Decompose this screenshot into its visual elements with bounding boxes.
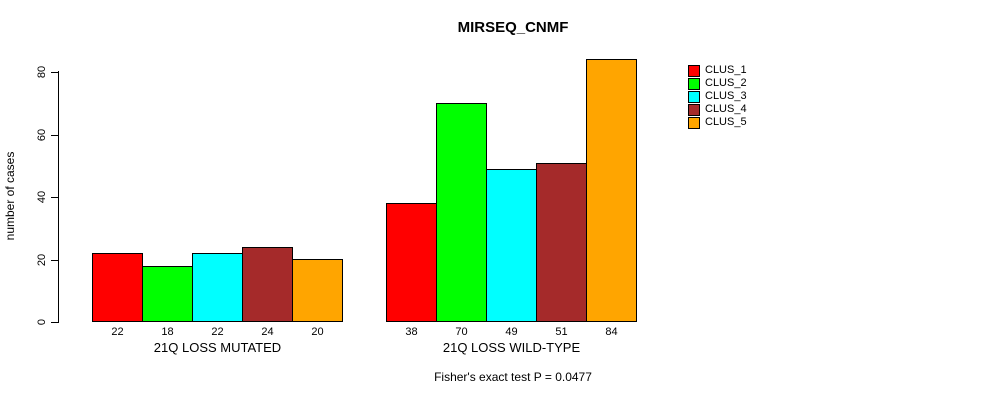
legend-swatch <box>688 77 700 90</box>
y-axis-line <box>58 71 59 323</box>
legend-item: CLUS_2 <box>688 77 747 90</box>
legend-label: CLUS_1 <box>705 64 747 76</box>
legend-item: CLUS_1 <box>688 64 747 77</box>
y-tick-mark <box>51 260 58 261</box>
bar <box>386 203 437 322</box>
bar <box>536 163 587 322</box>
category-label: 21Q LOSS MUTATED <box>153 340 282 355</box>
legend-swatch <box>688 64 700 77</box>
bar-value-label: 51 <box>555 326 568 338</box>
bar-value-label: 70 <box>455 326 468 338</box>
y-tick-mark <box>51 135 58 136</box>
legend-item: CLUS_4 <box>688 103 747 116</box>
y-tick-label: 20 <box>36 253 48 267</box>
bar-value-label: 49 <box>505 326 518 338</box>
annotation-text: Fisher's exact test P = 0.0477 <box>434 370 592 384</box>
bar <box>142 266 193 322</box>
category-label: 21Q LOSS WILD-TYPE <box>442 340 581 355</box>
y-tick-mark <box>51 322 58 323</box>
legend-label: CLUS_3 <box>705 90 747 102</box>
y-axis-label: number of cases <box>3 151 17 241</box>
y-tick-mark <box>51 72 58 73</box>
bar-value-label: 22 <box>111 326 124 338</box>
legend-item: CLUS_3 <box>688 90 747 103</box>
bar <box>586 59 637 322</box>
legend-swatch <box>688 116 700 129</box>
bar <box>436 103 487 322</box>
bar <box>242 247 293 322</box>
bar <box>92 253 143 322</box>
bar-value-label: 84 <box>605 326 618 338</box>
chart-title: MIRSEQ_CNMF <box>457 19 569 36</box>
y-tick-label: 80 <box>36 65 48 79</box>
bar-value-label: 20 <box>311 326 324 338</box>
legend-label: CLUS_4 <box>705 103 747 115</box>
legend-swatch <box>688 103 700 116</box>
legend-item: CLUS_5 <box>688 116 747 129</box>
y-tick-mark <box>51 197 58 198</box>
bar-value-label: 38 <box>405 326 418 338</box>
y-tick-label: 0 <box>36 318 48 326</box>
bar-value-label: 22 <box>211 326 224 338</box>
y-tick-label: 40 <box>36 190 48 204</box>
y-tick-label: 60 <box>36 128 48 142</box>
bar <box>292 259 343 322</box>
bar <box>192 253 243 322</box>
bar <box>486 169 537 322</box>
legend-label: CLUS_5 <box>705 116 747 128</box>
legend-swatch <box>688 90 700 103</box>
legend-label: CLUS_2 <box>705 77 747 89</box>
bar-value-label: 18 <box>161 326 174 338</box>
legend: CLUS_1 CLUS_2 CLUS_3 CLUS_4 CLUS_5 <box>688 64 747 129</box>
bar-value-label: 24 <box>261 326 274 338</box>
